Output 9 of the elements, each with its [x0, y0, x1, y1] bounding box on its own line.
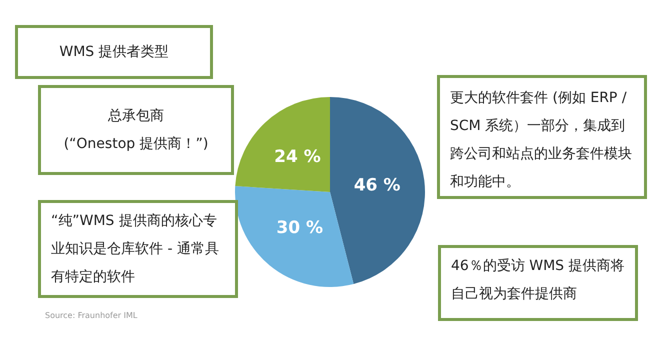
- data-label: 30 %: [276, 218, 324, 238]
- data-label: 46 %: [354, 175, 400, 196]
- source-note: Source: Fraunhofer IML: [45, 311, 138, 320]
- text: 46％的受访 WMS 提供商将自己视为套件提供商: [438, 245, 638, 321]
- chart-title: WMS 提供者类型: [15, 25, 213, 79]
- slice-label: 总承包商 (“Onestop 提供商！”): [38, 85, 234, 175]
- data-label: 24 %: [274, 146, 321, 167]
- slice-label: “纯”WMS 提供商的核心专业知识是仓库软件 - 通常具有特定的软件: [38, 200, 238, 298]
- slice-label: 更大的软件套件 (例如 ERP / SCM 系统）一部分，集成到跨公司和站点的业务套件模块和功能中。: [437, 75, 647, 199]
